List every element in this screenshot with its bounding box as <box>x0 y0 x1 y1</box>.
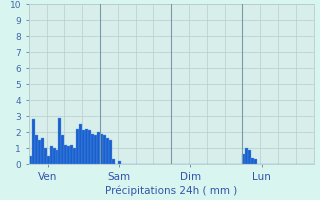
Bar <box>47 156 50 164</box>
Bar <box>106 138 109 164</box>
Bar <box>248 150 251 164</box>
Bar <box>118 161 121 164</box>
Bar <box>91 134 94 164</box>
Bar <box>70 145 73 164</box>
Bar <box>50 146 52 164</box>
Bar <box>103 135 106 164</box>
Bar <box>41 138 44 164</box>
Bar <box>76 129 79 164</box>
Bar <box>32 119 35 164</box>
Bar <box>68 146 70 164</box>
Bar <box>94 135 97 164</box>
Bar <box>73 148 76 164</box>
Bar <box>55 150 59 164</box>
Bar <box>251 158 254 164</box>
Bar <box>100 134 103 164</box>
Bar <box>52 148 55 164</box>
Bar <box>88 130 91 164</box>
Bar <box>64 145 68 164</box>
Bar <box>35 135 38 164</box>
Bar <box>254 159 257 164</box>
Bar <box>85 129 88 164</box>
X-axis label: Précipitations 24h ( mm ): Précipitations 24h ( mm ) <box>105 186 237 196</box>
Bar <box>109 140 112 164</box>
Bar <box>59 118 61 164</box>
Bar <box>112 159 115 164</box>
Bar <box>61 135 64 164</box>
Bar <box>29 156 32 164</box>
Bar <box>79 124 82 164</box>
Bar <box>243 154 245 164</box>
Bar <box>44 148 47 164</box>
Bar <box>97 132 100 164</box>
Bar <box>245 148 248 164</box>
Bar <box>38 140 41 164</box>
Bar <box>82 130 85 164</box>
